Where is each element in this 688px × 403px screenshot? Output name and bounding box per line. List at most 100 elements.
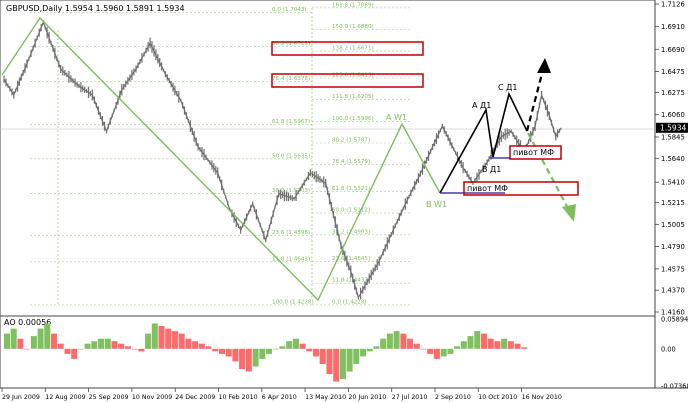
- label-pivot-mf-2: пивот МФ: [467, 184, 508, 193]
- ao-bar: [178, 333, 185, 349]
- fibonacci-grid: [30, 7, 412, 306]
- ao-bar: [380, 338, 387, 349]
- ao-bar: [225, 348, 232, 357]
- wave-d1-line: [439, 91, 528, 194]
- ao-bar: [91, 341, 98, 349]
- ao-histogram: [4, 323, 528, 382]
- ao-bar: [366, 348, 373, 352]
- ao-bar: [272, 348, 279, 350]
- x-tick-label: 29 Jun 2009: [2, 394, 40, 401]
- fib-label-right: 123.6 (1.6413): [332, 73, 374, 79]
- ao-bar: [219, 348, 225, 354]
- fib-label-right: 138.2 (1.6671): [332, 46, 374, 52]
- ao-bar: [501, 338, 508, 349]
- ao-bar: [151, 323, 158, 349]
- y-tick-label: 1.4575: [661, 265, 685, 273]
- ao-bar: [507, 341, 514, 349]
- label-a-d1: A Д1: [472, 101, 491, 110]
- ao-bar: [205, 346, 212, 349]
- fib-label-left: 38.2 (1.6715): [272, 41, 310, 47]
- ao-bar: [433, 348, 440, 359]
- ao-bar: [407, 338, 414, 349]
- y-tick-label: 1.4370: [661, 287, 685, 295]
- ao-bar: [44, 323, 51, 349]
- ao-bar: [185, 338, 192, 349]
- ao-bar: [514, 343, 521, 349]
- fib-label-right: 61.8 (1.5321): [332, 186, 370, 192]
- ao-bar: [420, 348, 427, 350]
- fib-label-left: 23.6 (1.4898): [272, 230, 310, 236]
- ao-bar: [71, 348, 78, 359]
- ao-bar: [467, 336, 474, 349]
- wave-lines: [1, 8, 441, 306]
- ao-bar: [4, 333, 10, 349]
- ao-bar: [393, 331, 400, 349]
- fib-label-right: 100.0 (1.5996): [332, 116, 374, 122]
- x-tick-label: 20 Jun 2010: [348, 394, 386, 401]
- ao-bar: [212, 348, 219, 352]
- fibonacci-left-labels: 0.0 (1.7043) 38.2 (1.6715) 76.4 (1.6378) 61…: [272, 7, 314, 305]
- ao-bar: [279, 346, 286, 349]
- ao-bar: [111, 341, 118, 349]
- ao-bar: [313, 348, 319, 357]
- x-tick-label: 10 Nov 2009: [132, 394, 172, 401]
- x-tick-label: 27 Jul 2010: [392, 394, 428, 401]
- ao-bar: [373, 346, 380, 349]
- label-c-d1: C Д1: [498, 83, 517, 92]
- ao-bar: [292, 338, 299, 349]
- ao-bar: [64, 348, 71, 354]
- ao-bar: [360, 348, 367, 357]
- ao-bar: [454, 346, 461, 349]
- ao-tick-label: -0.07368: [661, 383, 688, 391]
- ao-bar: [37, 328, 44, 349]
- ao-bar: [158, 326, 165, 349]
- x-tick-label: 6 Apr 2010: [262, 394, 297, 401]
- x-tick-label: 25 Sep 2009: [89, 394, 129, 401]
- current-price-badge: [656, 122, 688, 133]
- fib-label-right: 23.6 (1.4645): [332, 256, 370, 262]
- y-tick-label: 1.4160: [661, 309, 685, 317]
- fib-label-right: 50.0 (1.5112): [332, 208, 370, 214]
- fib-label-left: 100.0 (1.4228): [272, 299, 314, 305]
- ao-bar: [353, 348, 360, 364]
- pivot-box-w1: [463, 181, 579, 196]
- fib-label-left: 50.0 (1.5635): [272, 153, 310, 159]
- y-tick-label: 1.6275: [661, 89, 685, 97]
- label-a-w1: A W1: [386, 113, 407, 122]
- ao-y-axis: 0.05894 0.00 -0.07368: [661, 316, 688, 391]
- chart-header: GBPUSD,Daily 1.5954 1.5960 1.5891 1.5934: [6, 4, 185, 13]
- ao-bar: [30, 336, 37, 349]
- label-pivot-mf-1: пивот МФ: [513, 148, 554, 157]
- y-tick-label: 1.7126: [661, 1, 685, 9]
- fib-label-right: 76.4 (1.5579): [332, 159, 370, 165]
- ao-bar: [57, 343, 64, 349]
- fib-label-left: 0.0 (1.7043): [272, 7, 307, 13]
- ao-bar: [474, 331, 481, 349]
- ao-bar: [386, 333, 393, 349]
- ao-bar: [51, 333, 57, 349]
- y-tick-label: 1.5005: [661, 221, 685, 229]
- ao-bar: [145, 333, 152, 349]
- ao-bar: [77, 348, 84, 350]
- label-b-w1: B W1: [426, 200, 447, 209]
- ao-bar: [239, 348, 246, 369]
- ao-bar: [326, 348, 333, 375]
- ao-bar: [447, 348, 454, 354]
- fib-label-right: 111.8 (1.6205): [332, 94, 374, 100]
- fib-label-right: 161.8 (1.7089): [332, 2, 374, 8]
- ao-bar: [319, 348, 326, 364]
- ao-bar: [245, 348, 252, 372]
- ao-bar: [104, 338, 111, 349]
- y-tick-label: 1.5845: [661, 134, 685, 142]
- x-tick-label: 2 Sep 2010: [435, 394, 471, 401]
- ao-bar: [299, 343, 306, 349]
- fib-label-left: 11.8 (1.4643): [272, 256, 310, 262]
- ao-bar: [98, 338, 105, 349]
- arrow-up-head-icon: [537, 58, 551, 73]
- ao-bar: [17, 338, 24, 349]
- fib-label-right: 88.2 (1.5787): [332, 138, 370, 144]
- fib-label-right: 11.8 (1.4437): [332, 278, 370, 284]
- ao-bar: [165, 328, 172, 349]
- fib-label-right: 150.0 (1.6880): [332, 24, 374, 30]
- ao-bar: [286, 341, 293, 349]
